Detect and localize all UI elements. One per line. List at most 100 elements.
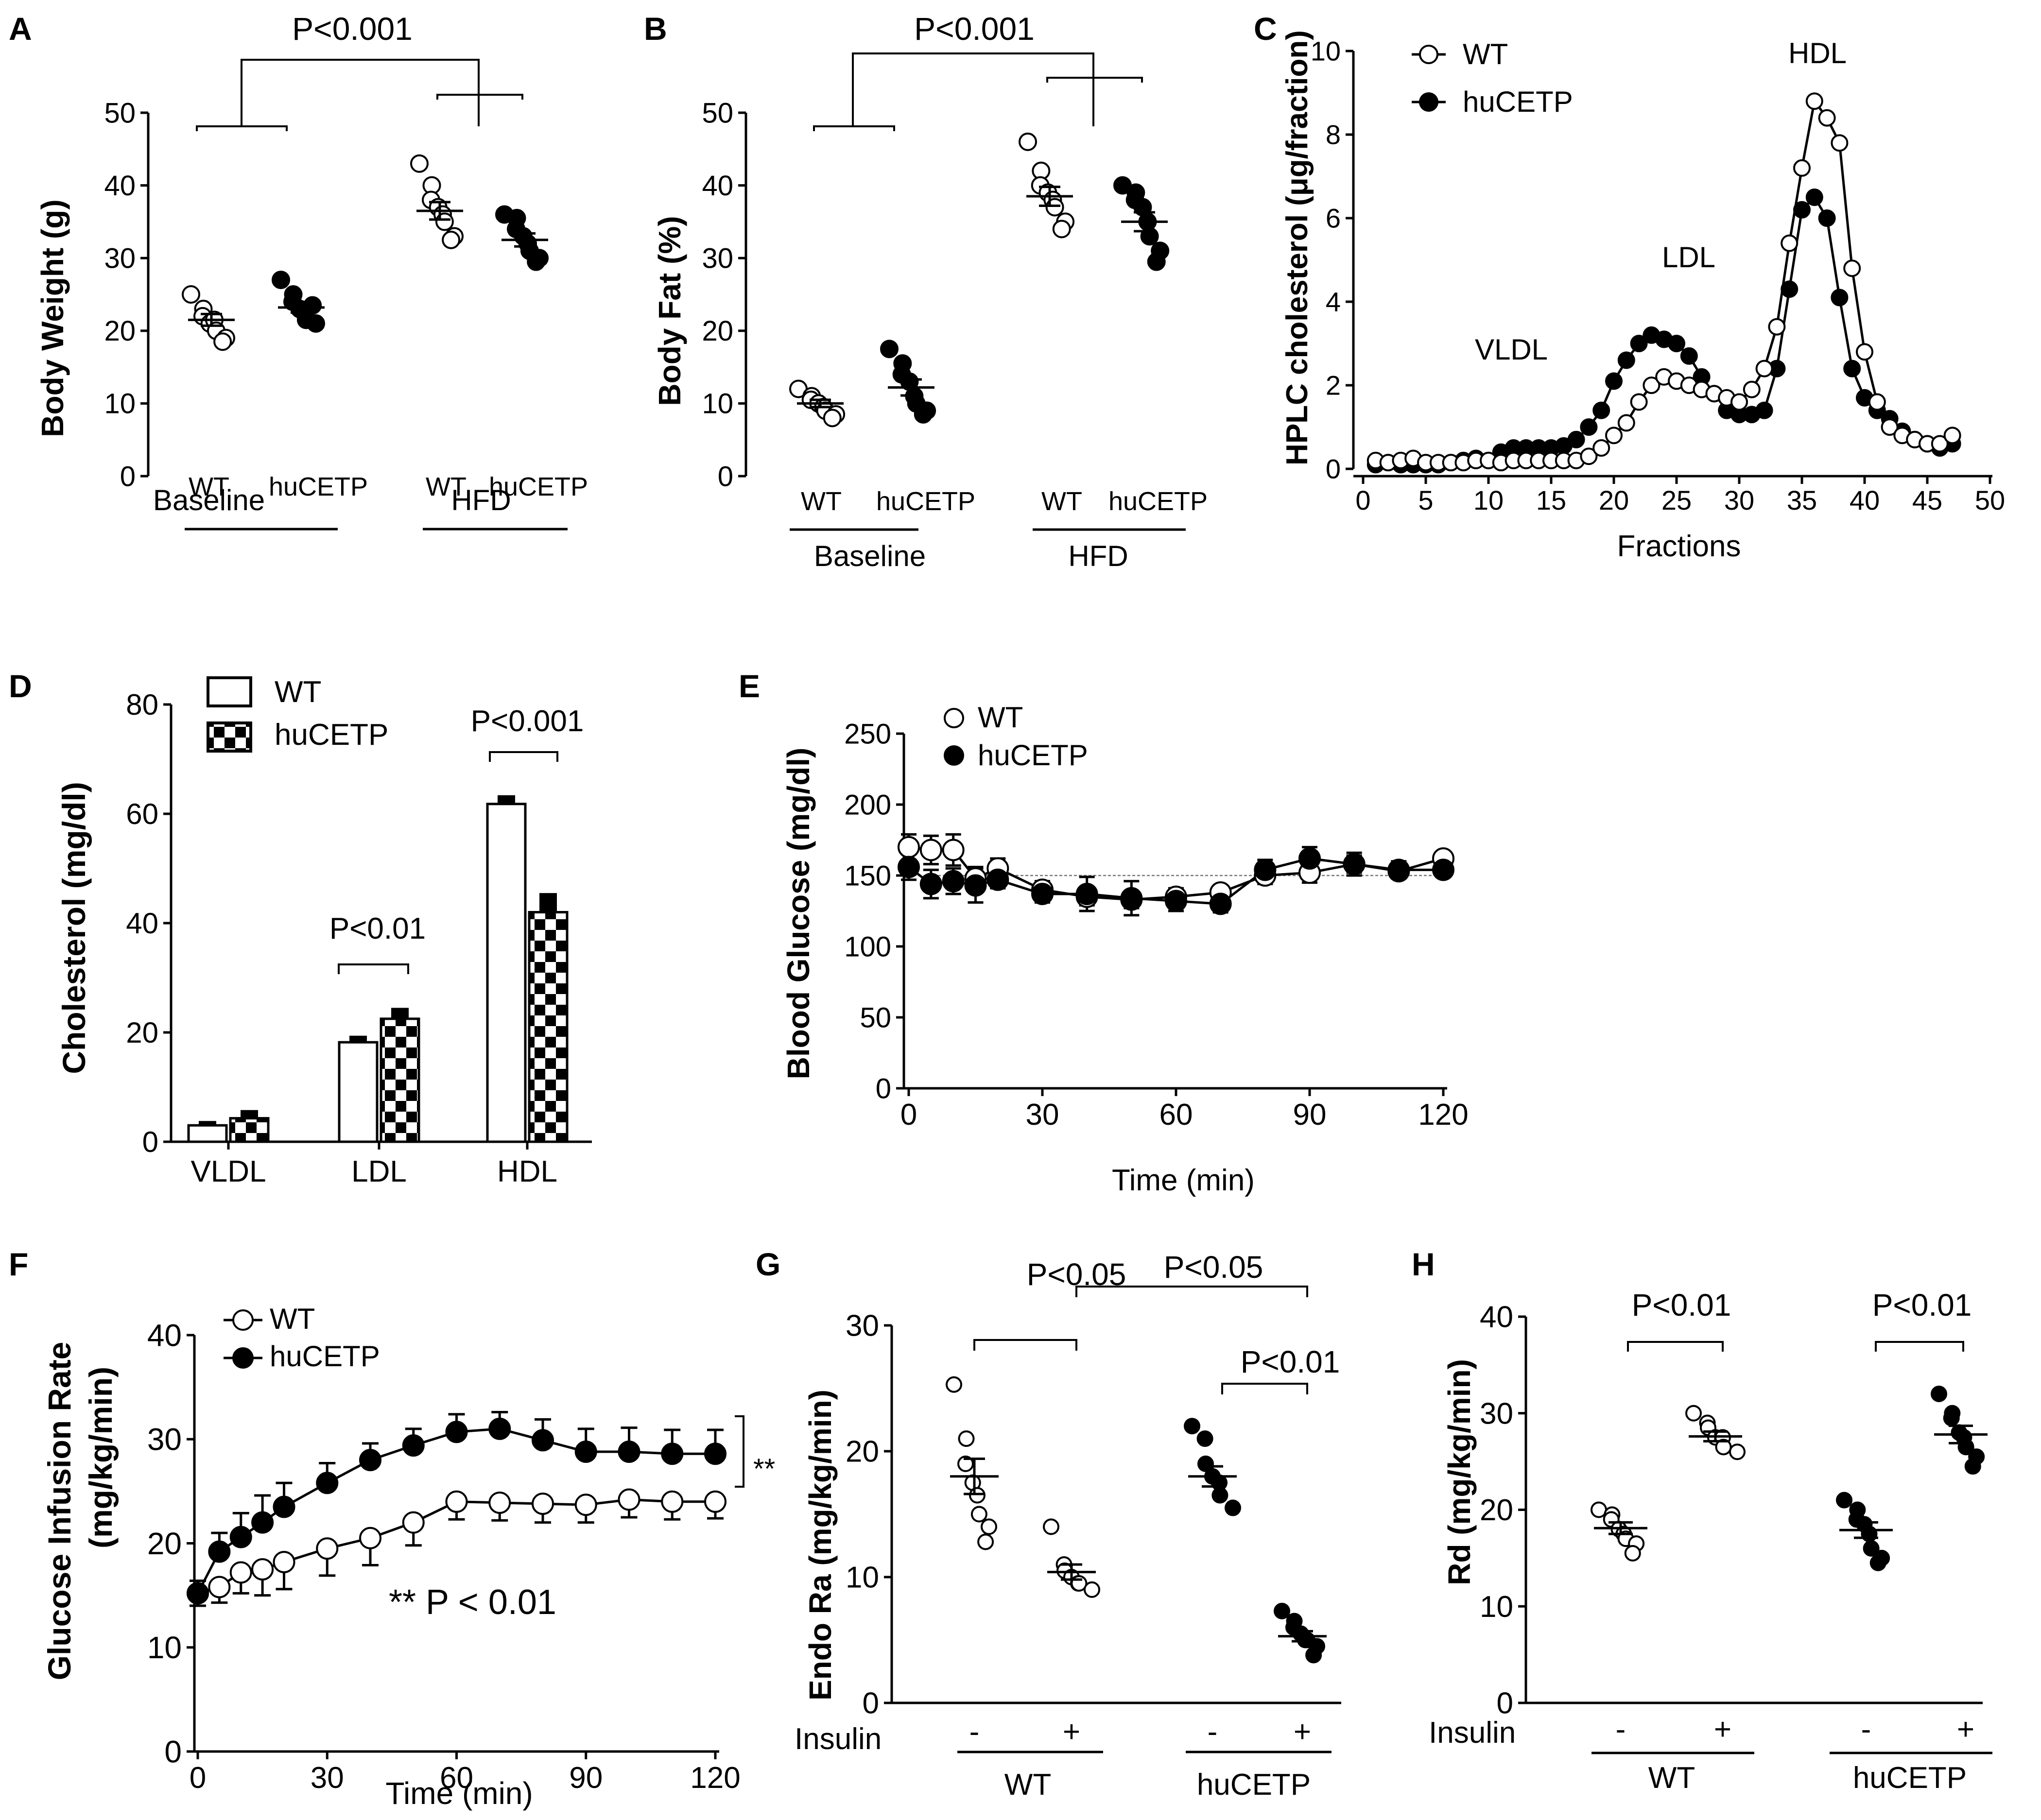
error-bar — [498, 795, 515, 804]
group-label: WT — [1648, 1761, 1695, 1795]
significance-bracket — [1075, 1286, 1308, 1297]
y-tick-label: 10 — [846, 1561, 879, 1595]
data-point-hucetp — [1617, 351, 1635, 369]
x-tick-label: 90 — [1293, 1098, 1327, 1132]
data-point-hucetp — [402, 1434, 425, 1457]
y-tick-label: 10 — [1311, 36, 1341, 67]
data-point — [182, 285, 200, 304]
x-tick-label: 30 — [311, 1761, 344, 1795]
data-point-wt — [1630, 393, 1648, 411]
y-tick-label: 6 — [1326, 203, 1341, 234]
y-axis-label-line1: Glucose Infusion Rate — [41, 1342, 77, 1681]
y-tick-label: 0 — [718, 461, 733, 492]
legend-marker-wt — [944, 708, 964, 728]
panel-letter: G — [756, 1246, 780, 1282]
data-point-wt — [1605, 427, 1623, 445]
y-tick-label: 150 — [844, 860, 891, 892]
data-point-wt — [1943, 427, 1961, 445]
x-tick-label: 30 — [1026, 1098, 1059, 1132]
panel-g: G Endo Ra (mg/kg/min) Insulin WT huCETP … — [756, 1246, 1341, 1802]
panel-f: F Glucose Infusion Rate (mg/kg/min) Time… — [9, 1246, 775, 1811]
data-point — [1685, 1405, 1702, 1422]
significance-bracket — [338, 963, 409, 974]
x-tick-label: 35 — [1787, 485, 1817, 515]
data-point-hucetp — [1843, 360, 1861, 378]
data-point — [958, 1430, 975, 1447]
legend-marker-hucetp — [1419, 92, 1438, 112]
x-tick-label: 60 — [1159, 1098, 1193, 1132]
data-point — [1196, 1430, 1213, 1447]
data-point — [1043, 1518, 1059, 1535]
data-point-hucetp — [618, 1440, 640, 1463]
significance-bracket — [973, 1339, 1077, 1351]
data-point-wt — [229, 1561, 252, 1584]
bar-hucetp — [229, 1117, 270, 1143]
significance-marker: ** — [753, 1453, 775, 1485]
data-point-hucetp — [1680, 347, 1698, 365]
data-point-wt — [1843, 259, 1861, 277]
x-tick-label: 120 — [690, 1761, 740, 1795]
data-point — [410, 154, 429, 173]
y-axis-label: Endo Ra (mg/kg/min) — [803, 1390, 838, 1700]
legend-label-wt: WT — [270, 1303, 315, 1335]
data-point-wt — [661, 1490, 684, 1513]
x-tick-label: 60 — [440, 1761, 473, 1795]
insulin-sign: - — [1861, 1713, 1871, 1746]
y-tick-label: 40 — [104, 170, 136, 202]
data-point-hucetp — [704, 1442, 726, 1465]
significance-bracket — [1875, 1341, 1964, 1352]
y-axis-label: HPLC cholesterol (μg/fraction) — [1280, 30, 1314, 465]
p-value-label: P<0.01 — [1241, 1344, 1340, 1379]
data-point-wt — [273, 1551, 295, 1574]
data-point-wt — [704, 1490, 726, 1513]
y-tick-label: 20 — [846, 1435, 879, 1469]
significance-bracket — [852, 52, 1094, 126]
data-point-wt — [618, 1488, 640, 1511]
y-tick-label: 50 — [104, 97, 136, 129]
data-point-wt — [445, 1490, 468, 1513]
legend-label-hucetp: huCETP — [978, 739, 1088, 772]
insulin-sign: + — [1957, 1713, 1974, 1746]
y-axis-label: Blood Glucose (mg/dl) — [781, 748, 816, 1080]
y-tick-label: 100 — [844, 931, 891, 962]
insulin-label: Insulin — [795, 1722, 882, 1756]
y-tick-label: 40 — [702, 170, 733, 202]
y-tick-label: 20 — [104, 315, 136, 347]
y-tick-label: 0 — [1497, 1687, 1513, 1720]
data-point-hucetp — [1120, 887, 1143, 910]
data-point — [914, 405, 933, 424]
significance-bracket — [196, 125, 288, 131]
data-point — [1943, 1409, 1960, 1426]
x-category-label: WT — [189, 472, 229, 501]
data-point-wt — [208, 1576, 231, 1598]
x-tick-label: 0 — [900, 1098, 917, 1132]
y-tick-label: 0 — [1326, 454, 1341, 484]
legend-box-hucetp — [207, 721, 252, 753]
significance-bracket — [436, 94, 523, 100]
data-point-wt — [1743, 380, 1761, 398]
panel-b: B P<0.001 Body Fat (%) Baseline HFD 0 10 2… — [644, 11, 1208, 572]
data-point-hucetp — [986, 868, 1009, 891]
data-point-wt — [919, 839, 942, 861]
data-point-hucetp — [1254, 858, 1277, 881]
group-label: HFD — [451, 484, 511, 516]
significance-bracket — [1627, 1341, 1724, 1352]
significance-bracket — [489, 751, 558, 762]
data-point-wt — [1730, 393, 1748, 411]
data-point-wt — [1856, 343, 1873, 361]
data-point-hucetp — [208, 1540, 231, 1563]
data-point-wt — [942, 839, 965, 861]
y-tick-label: 8 — [1326, 120, 1341, 150]
insulin-sign: + — [1063, 1715, 1080, 1749]
x-category-label: huCETP — [269, 472, 368, 501]
data-point-hucetp — [445, 1421, 468, 1443]
y-tick-label: 10 — [1480, 1590, 1513, 1624]
y-tick-label: 0 — [120, 461, 136, 492]
bar-wt — [486, 803, 527, 1143]
x-tick-label: 15 — [1536, 485, 1566, 515]
data-point-hucetp — [1165, 890, 1187, 912]
error-bar — [349, 1035, 367, 1043]
data-point-hucetp — [1387, 858, 1410, 881]
data-point-hucetp — [661, 1442, 684, 1465]
data-point-wt — [898, 836, 920, 858]
